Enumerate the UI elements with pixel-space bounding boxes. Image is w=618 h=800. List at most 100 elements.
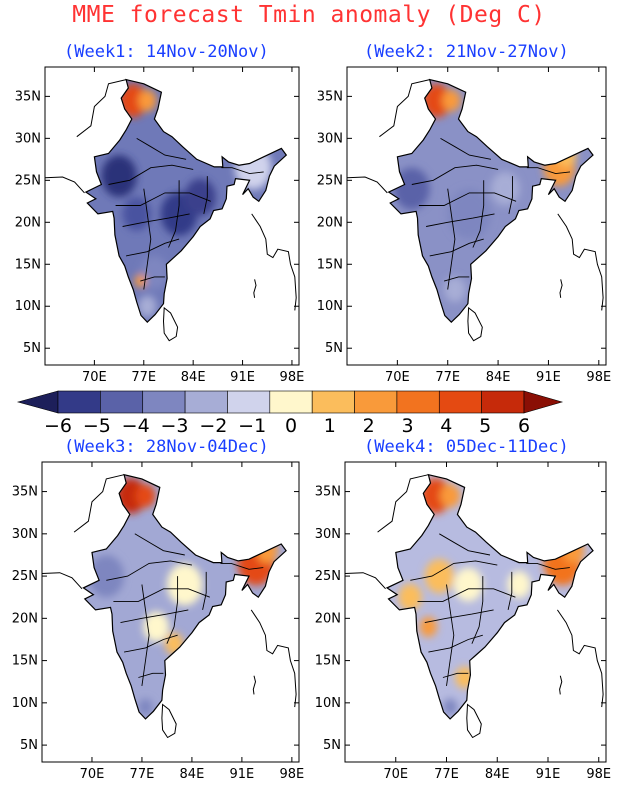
- lat-tick-label: 30N: [15, 131, 41, 146]
- state-boundary: [108, 164, 194, 185]
- lat-tick-label: 35N: [15, 89, 41, 104]
- lon-tick-label: 77E: [130, 767, 155, 782]
- coastline: [559, 279, 563, 298]
- colorbar-tick-label: 1: [324, 415, 336, 435]
- state-boundary: [471, 576, 484, 644]
- colorbar-segment: [354, 390, 398, 414]
- state-boundary: [424, 609, 494, 624]
- lat-tick-label: 35N: [12, 485, 38, 500]
- colorbar-tick-label: −5: [83, 415, 111, 435]
- lon-tick-label: 84E: [486, 370, 511, 385]
- coastline: [253, 279, 257, 298]
- lon-tick-label: 91E: [230, 370, 255, 385]
- state-boundary: [106, 560, 192, 581]
- lat-tick-label: 35N: [315, 485, 341, 500]
- anomaly-patch: [424, 559, 454, 593]
- state-boundary: [526, 167, 571, 175]
- colorbar-segment: [142, 390, 186, 414]
- field-base: [388, 79, 593, 323]
- coastline: [556, 609, 604, 708]
- figure-title: MME forecast Tmin anomaly (Deg C): [72, 2, 546, 28]
- anomaly-patch: [101, 155, 137, 198]
- state-boundary: [166, 576, 179, 644]
- lon-tick-label: 70E: [385, 370, 410, 385]
- state-boundary: [115, 192, 211, 206]
- anomaly-patch: [119, 83, 148, 118]
- anomaly-patch: [441, 89, 461, 112]
- state-boundary: [507, 571, 513, 610]
- india-outline: [387, 78, 594, 324]
- colorbar-legend: −6 −5 −4 −3 −2 −1 0 1 2 3 4 5 6: [16, 390, 564, 435]
- map-frame: [44, 66, 300, 366]
- lat-tick-label: 25N: [12, 569, 38, 584]
- india-outline: [82, 473, 287, 720]
- state-boundary: [418, 192, 517, 206]
- colorbar-tick-label: −1: [238, 415, 266, 435]
- field-base: [387, 474, 593, 719]
- colorbar-segment: [438, 390, 482, 414]
- panel-title-week3: (Week3: 28Nov-04Dec): [64, 437, 269, 457]
- state-boundary: [446, 584, 455, 686]
- state-boundary: [136, 138, 187, 160]
- coastline: [76, 79, 127, 138]
- lon-tick-label: 70E: [82, 370, 107, 385]
- state-boundary: [122, 213, 190, 227]
- state-boundary: [410, 560, 498, 581]
- india-outline: [84, 78, 288, 324]
- coastline: [379, 79, 430, 138]
- sri-lanka-outline: [161, 703, 177, 739]
- lon-tick-label: 70E: [80, 767, 105, 782]
- colorbar-segment: [184, 390, 228, 414]
- lon-tick-label: 84E: [485, 767, 510, 782]
- anomaly-patch: [166, 563, 203, 606]
- state-boundary: [220, 562, 264, 570]
- colorbar-tick-label: −2: [199, 415, 227, 435]
- colorbar-low-arrow: [16, 390, 59, 414]
- lat-tick-label: 30N: [317, 131, 343, 146]
- anomaly-patch: [393, 167, 430, 210]
- coastline: [559, 675, 563, 695]
- lat-tick-label: 5N: [20, 738, 38, 753]
- coastline: [251, 213, 297, 311]
- state-boundary: [143, 188, 152, 290]
- lon-tick-label: 91E: [536, 370, 561, 385]
- anomaly-patch: [422, 83, 452, 118]
- map-frame: [41, 461, 300, 763]
- state-boundary: [439, 533, 491, 556]
- lon-tick-label: 98E: [586, 370, 611, 385]
- state-boundary: [221, 167, 264, 175]
- colorbar-tick-label: 3: [401, 415, 413, 435]
- lon-tick-label: 84E: [181, 370, 206, 385]
- lat-tick-label: 30N: [12, 527, 38, 542]
- anomaly-patch: [453, 567, 483, 602]
- lat-tick-label: 25N: [315, 569, 341, 584]
- sri-lanka-outline: [467, 306, 483, 342]
- lat-tick-label: 15N: [317, 257, 343, 272]
- lon-tick-label: 98E: [586, 767, 611, 782]
- lat-tick-label: 10N: [12, 696, 38, 711]
- colorbar-tick-label: 5: [479, 415, 491, 435]
- state-boundary: [417, 588, 516, 602]
- lat-tick-label: 5N: [325, 341, 343, 356]
- state-boundary: [428, 634, 483, 653]
- anomaly-patch: [138, 295, 157, 318]
- anomaly-patch: [442, 698, 458, 716]
- state-boundary: [411, 164, 499, 185]
- state-boundary: [126, 238, 180, 257]
- lat-tick-label: 10N: [317, 299, 343, 314]
- state-boundary: [472, 180, 485, 248]
- lon-tick-label: 70E: [383, 767, 408, 782]
- colorbar-tick-label: −6: [44, 415, 72, 435]
- anomaly-patch: [143, 611, 170, 643]
- lat-tick-label: 30N: [315, 527, 341, 542]
- sri-lanka-outline: [466, 703, 482, 739]
- lat-tick-label: 10N: [15, 299, 41, 314]
- state-boundary: [508, 176, 513, 214]
- state-boundary: [426, 213, 495, 227]
- colorbar-high-arrow: [523, 390, 564, 414]
- state-boundary: [141, 584, 150, 686]
- lon-tick-label: 77E: [131, 370, 156, 385]
- lon-tick-label: 98E: [280, 370, 305, 385]
